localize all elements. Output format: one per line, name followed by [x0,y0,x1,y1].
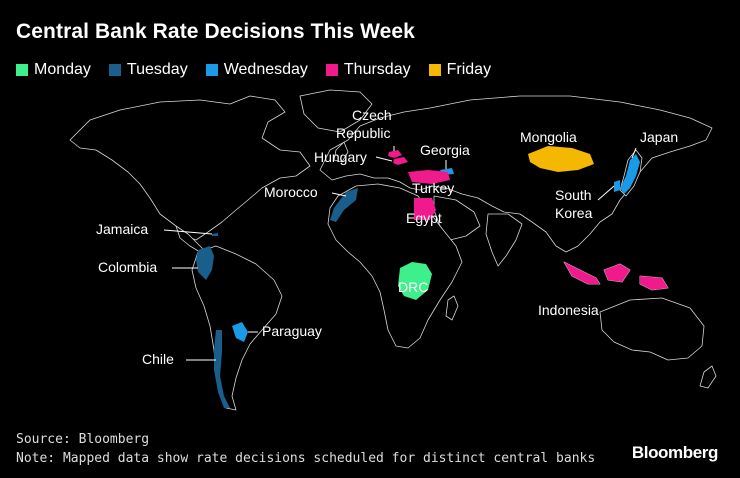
south-korea-shape [614,180,620,192]
label-hungary: Hungary [314,149,367,165]
legend-item-wednesday: Wednesday [205,61,308,79]
australia-outline [599,297,705,361]
label-south-korea-line2: Korea [555,205,593,221]
arabia-outline [433,195,481,241]
greenland-outline [299,89,373,133]
label-jamaica: Jamaica [96,221,148,237]
turkey-shape [408,170,450,184]
footer: Source: Bloomberg Note: Mapped data show… [16,430,595,468]
drc-shape [398,262,432,300]
chile-shape [214,330,230,408]
label-japan: Japan [640,129,678,145]
legend-label-friday: Friday [446,61,492,78]
country-labels: Czech Republic Hungary Georgia Mongolia … [96,107,678,367]
label-georgia: Georgia [420,142,470,158]
europe-asia-outline [319,95,713,253]
new-zealand-outline [699,365,717,389]
leader-jamaica [163,229,213,235]
hungary-shape [393,157,408,165]
colombia-shape [196,246,214,280]
leader-morocco [331,192,347,197]
legend-item-monday: Monday [16,61,91,79]
leader-hungary [375,156,393,162]
data-note: Note: Mapped data show rate decisions sc… [16,451,596,466]
label-chile: Chile [142,351,174,367]
leader-japan [631,147,637,159]
paraguay-shape [232,322,248,342]
africa-outline [327,183,463,349]
leader-lines [163,146,637,361]
legend-swatch-tuesday [108,64,121,76]
legend-item-thursday: Thursday [325,61,411,79]
uk-outline [333,141,349,163]
legend-item-friday: Friday [428,61,492,79]
leader-south-korea [597,185,615,201]
label-south-korea-line1: South [555,187,592,203]
bloomberg-logo: Bloomberg [631,443,719,462]
label-drc: DRC [398,279,428,295]
india-outline [485,213,523,267]
source-note: Source: Bloomberg [16,432,150,447]
legend-swatch-friday [428,64,441,76]
japan-shape [620,154,640,194]
label-czech-line1: Czech [352,107,392,123]
label-paraguay: Paraguay [262,323,322,339]
label-colombia: Colombia [98,259,157,275]
legend-label-wednesday: Wednesday [223,61,308,78]
legend-swatch-wednesday [205,64,218,76]
label-egypt: Egypt [406,210,442,226]
label-turkey: Turkey [412,180,454,196]
jamaica-shape [212,233,218,236]
morocco-shape [330,188,358,222]
label-morocco: Morocco [264,184,318,200]
czech-republic-shape [388,150,402,158]
legend-label-thursday: Thursday [343,61,411,78]
madagascar-outline [445,295,459,321]
legend: Monday Tuesday Wednesday Thursday Friday [16,61,491,79]
indonesia-shape [564,262,668,290]
legend-label-monday: Monday [34,61,91,78]
legend-swatch-thursday [325,64,338,76]
legend-item-tuesday: Tuesday [108,61,188,79]
north-america-outline [69,95,311,241]
label-indonesia: Indonesia [538,302,599,318]
legend-label-tuesday: Tuesday [126,61,188,78]
mongolia-shape [528,146,594,172]
label-mongolia: Mongolia [520,129,577,145]
highlighted-countries [196,146,668,408]
chart-title: Central Bank Rate Decisions This Week [16,20,415,43]
egypt-shape [414,198,436,220]
legend-swatch-monday [16,64,28,76]
label-czech-line2: Republic [336,125,390,141]
